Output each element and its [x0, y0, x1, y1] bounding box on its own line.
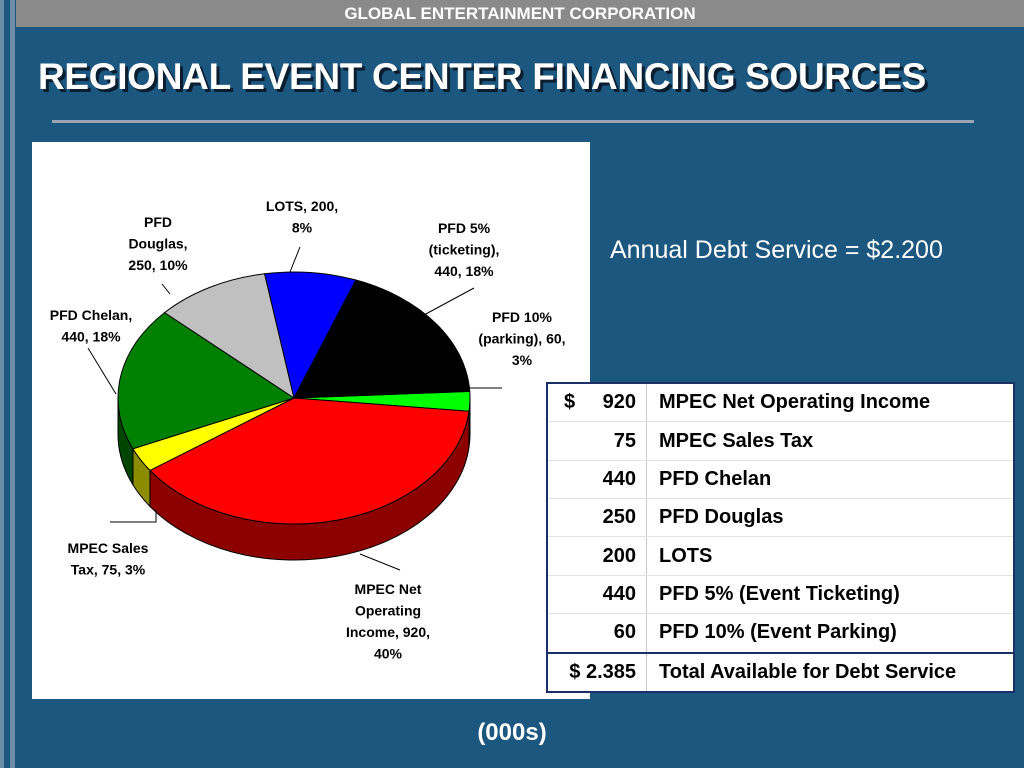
- source-label: PFD Chelan: [646, 460, 1014, 500]
- debt-service-text: Annual Debt Service = $2.200: [610, 236, 943, 264]
- source-label: PFD 5% (Event Ticketing): [646, 575, 1014, 615]
- total-row: $ 2.385 Total Available for Debt Service: [547, 651, 1014, 692]
- total-amount: $ 2.385: [547, 651, 647, 692]
- amount-cell: 440: [584, 460, 647, 500]
- currency-symbol: $: [547, 383, 584, 423]
- table-row: 60 PFD 10% (Event Parking): [547, 613, 1014, 654]
- total-label: Total Available for Debt Service: [646, 651, 1014, 692]
- pie-slice-lots: [264, 271, 357, 400]
- slice-label-lots: LOTS, 200, 8%: [266, 198, 338, 236]
- leader-line-lots: [289, 246, 301, 273]
- currency-symbol: [547, 421, 584, 461]
- pie-slice-pfd-douglas: [163, 273, 295, 400]
- title-divider: [52, 120, 974, 123]
- amount-cell: 200: [584, 536, 647, 576]
- currency-symbol: [547, 575, 584, 615]
- left-stripe-outer: [0, 0, 4, 768]
- currency-symbol: [547, 536, 584, 576]
- units-note: (000s): [477, 719, 547, 746]
- pie-slice-pfd-chelan: [117, 312, 296, 450]
- amount-cell: 75: [584, 421, 647, 461]
- source-label: MPEC Net Operating Income: [646, 383, 1014, 423]
- pie-slice-pfd-5-ticketing: [293, 279, 471, 399]
- leader-line-pfd-douglas: [161, 283, 171, 295]
- currency-symbol: [547, 613, 584, 654]
- leader-line-pfd-5-ticketing: [423, 287, 475, 316]
- table-row: 250 PFD Douglas: [547, 498, 1014, 538]
- slide-title: REGIONAL EVENT CENTER FINANCING SOURCES: [38, 56, 927, 97]
- source-label: PFD Douglas: [646, 498, 1014, 538]
- slice-label-mpec-net-operating-income: MPEC Net Operating Income, 920, 40%: [346, 581, 430, 662]
- table-row: 200 LOTS: [547, 536, 1014, 576]
- pie-labels: PFD 10% (parking), 60, 3% MPEC Net Operating…: [50, 198, 566, 662]
- left-stripe-inner: [10, 0, 15, 768]
- source-label: LOTS: [646, 536, 1014, 576]
- table-row: 440 PFD Chelan: [547, 460, 1014, 500]
- pie-top: [117, 271, 471, 525]
- amount-cell: 440: [584, 575, 647, 615]
- slice-label-pfd-chelan: PFD Chelan, 440, 18%: [50, 307, 132, 345]
- slice-label-pfd-10-parking: PFD 10% (parking), 60, 3%: [478, 309, 565, 368]
- table-row: 75 MPEC Sales Tax: [547, 421, 1014, 461]
- company-header: GLOBAL ENTERTAINMENT CORPORATION: [16, 0, 1024, 27]
- pie-slice-mpec-net-operating-income: [149, 397, 470, 525]
- financing-sources-table: $920 MPEC Net Operating Income 75 MPEC Sale…: [546, 382, 1015, 693]
- leader-line-mpec-sales-tax: [110, 510, 157, 523]
- source-label: MPEC Sales Tax: [646, 421, 1014, 461]
- amount-cell: 250: [584, 498, 647, 538]
- leader-line-pfd-chelan: [87, 347, 117, 395]
- leader-line-mpec-net-operating-income: [359, 553, 401, 571]
- currency-symbol: [547, 460, 584, 500]
- currency-symbol: [547, 498, 584, 538]
- amount-cell: 60: [584, 613, 647, 654]
- slice-label-pfd-5-ticketing: PFD 5% (ticketing), 440, 18%: [429, 220, 500, 279]
- pie-chart: PFD 10% (parking), 60, 3% MPEC Net Operating…: [50, 198, 566, 662]
- slice-label-mpec-sales-tax: MPEC Sales Tax, 75, 3%: [68, 540, 149, 578]
- amount-cell: 920: [584, 383, 647, 423]
- source-label: PFD 10% (Event Parking): [646, 613, 1014, 654]
- table-row: 440 PFD 5% (Event Ticketing): [547, 575, 1014, 615]
- slice-label-pfd-douglas: PFD Douglas, 250, 10%: [128, 214, 188, 273]
- table-row: $920 MPEC Net Operating Income: [547, 383, 1014, 423]
- pie-chart-panel: PFD 10% (parking), 60, 3% MPEC Net Operating…: [32, 142, 590, 699]
